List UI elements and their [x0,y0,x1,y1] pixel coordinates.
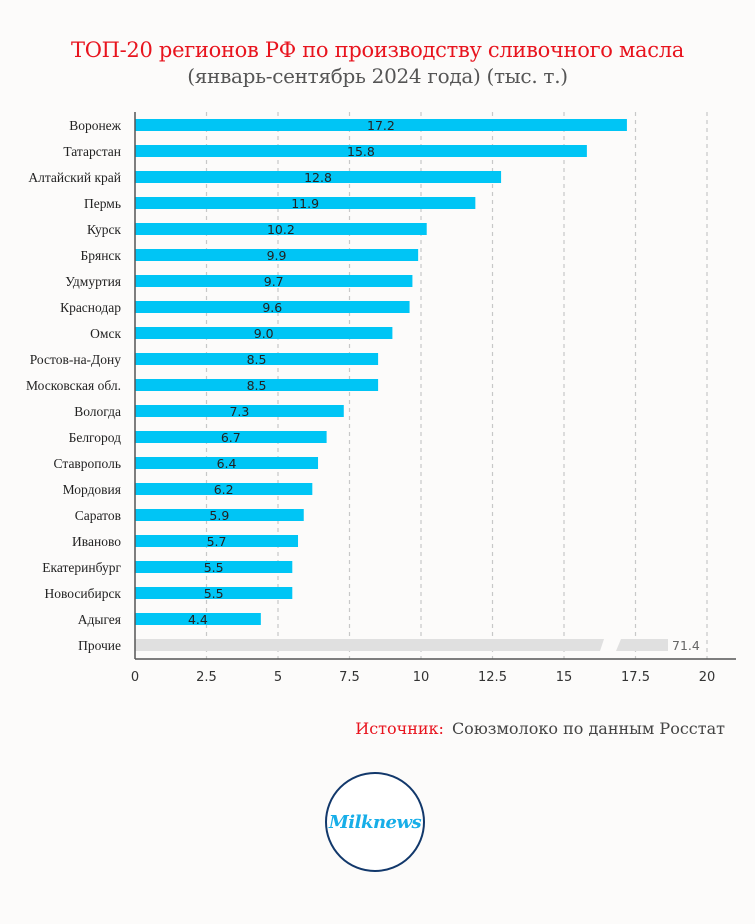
bar-others-tail [616,639,668,651]
value-label: 5.9 [209,508,229,523]
category-label: Вологда [74,404,121,419]
bar [135,197,476,209]
bar [135,457,319,469]
logo-text: Milknews [328,811,422,833]
bar [135,275,413,287]
category-label: Ростов-на-Дону [30,352,121,367]
bar [135,145,587,157]
value-label: 17.2 [367,118,395,133]
value-label: 6.4 [217,456,237,471]
bar [135,379,379,391]
category-label: Саратов [75,508,121,523]
x-tick-label: 20 [699,670,716,685]
bar [135,327,393,339]
bar [135,301,410,313]
category-label: Алтайский край [28,170,121,185]
bar [135,561,293,573]
value-label: 8.5 [247,378,267,393]
x-tick-label: 0 [131,670,139,685]
value-label: 9.0 [254,326,274,341]
x-tick-label: 5 [274,670,282,685]
x-tick-label: 17.5 [621,670,650,685]
value-label: 6.7 [221,430,241,445]
value-label: 6.2 [214,482,234,497]
category-label: Брянск [81,248,122,263]
category-label: Московская обл. [26,378,121,393]
bar-others-segment [135,639,604,651]
source-key: Источник: [355,719,444,738]
x-tick-label: 2.5 [196,670,217,685]
x-tick-label: 10 [413,670,430,685]
source-text: Союзмолоко по данным Росстат [451,719,725,738]
category-label: Воронеж [69,118,121,133]
category-label: Мордовия [63,482,121,497]
bar [135,431,327,443]
value-label: 5.5 [204,560,224,575]
category-label: Новосибирск [45,586,122,601]
bar [135,535,299,547]
bar [135,587,293,599]
value-label: 8.5 [247,352,267,367]
category-label: Татарстан [63,144,121,159]
x-tick-label: 12.5 [478,670,507,685]
value-label: 11.9 [291,196,319,211]
category-label: Пермь [84,196,121,211]
bar [135,509,304,521]
bar [135,119,627,131]
x-tick-label: 15 [556,670,573,685]
value-label: 7.3 [229,404,249,419]
chart-title: ТОП-20 регионов РФ по производству сливо… [71,38,684,62]
value-label: 15.8 [347,144,375,159]
value-label: 4.4 [188,612,208,627]
value-label: 12.8 [304,170,332,185]
bar [135,405,344,417]
value-label: 9.9 [267,248,287,263]
category-label: Омск [90,326,121,341]
category-label: Ставрополь [54,456,121,471]
category-label: Адыгея [78,612,121,627]
value-label: 5.5 [204,586,224,601]
bar [135,483,313,495]
milknews-logo: Milknews [325,772,425,872]
x-tick-label: 7.5 [339,670,360,685]
bar [135,613,261,625]
chart-subtitle: (январь-сентябрь 2024 года) (тыс. т.) [187,64,568,88]
bar [135,223,427,235]
category-label: Прочие [78,638,121,653]
category-label: Белгород [69,430,122,445]
category-label: Курск [87,222,121,237]
value-label: 5.7 [207,534,227,549]
bar [135,353,379,365]
value-label: 9.6 [262,300,282,315]
category-label: Краснодар [60,300,121,315]
value-label: 71.4 [672,638,700,653]
bar-chart: Воронеж 17.2 Татарстан 15.8 Алтайский край 12… [26,112,736,685]
value-label: 9.7 [264,274,284,289]
source-note: Источник: Союзмолоко по данным Росстат [355,719,725,738]
category-label: Иваново [72,534,121,549]
category-label: Удмуртия [65,274,121,289]
bar [135,171,502,183]
bar [135,249,419,261]
value-label: 10.2 [267,222,295,237]
category-label: Екатеринбург [42,560,121,575]
